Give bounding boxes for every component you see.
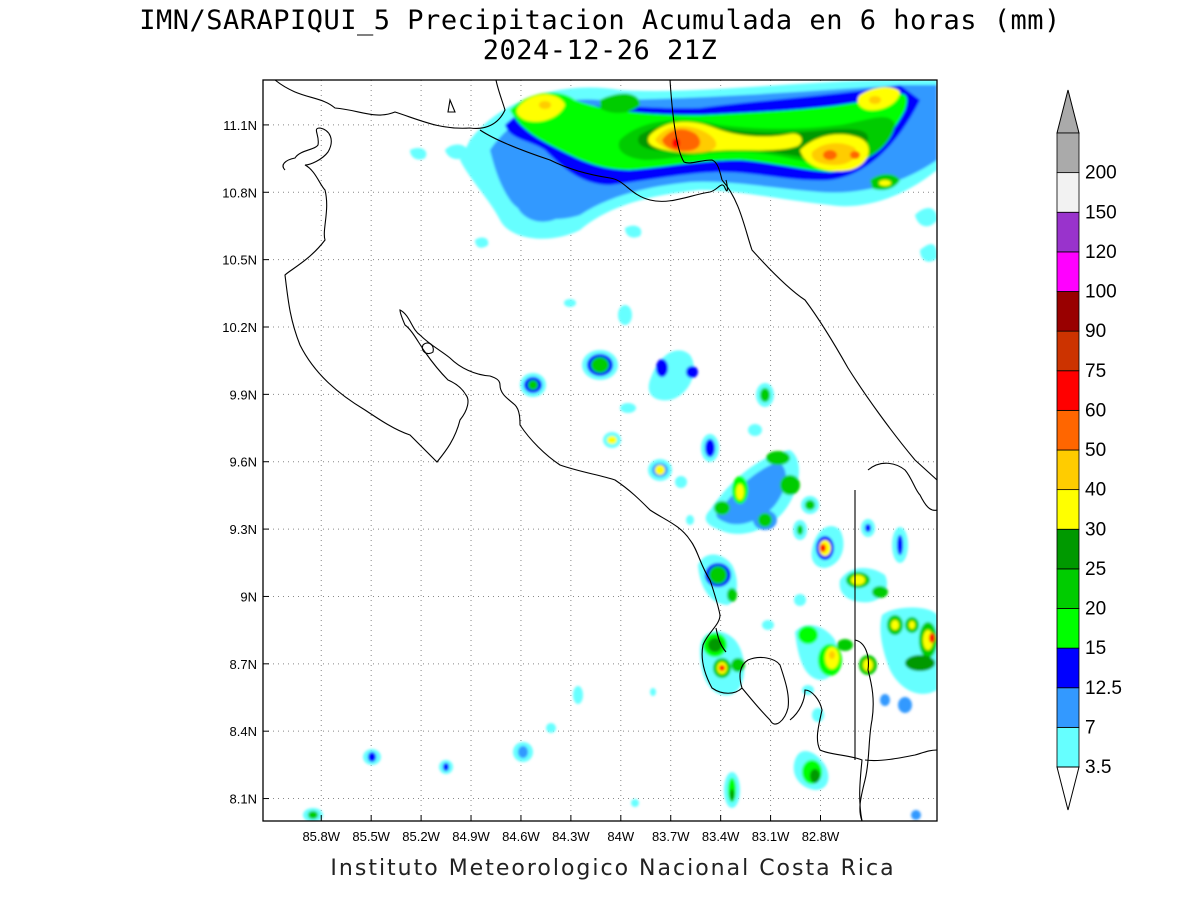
colorbar-segment (1056, 291, 1080, 332)
x-tick-label: 85.2W (402, 829, 440, 844)
x-tick-label: 83.4W (702, 829, 740, 844)
x-tick-label: 82.8W (802, 829, 840, 844)
colorbar-segment (1056, 687, 1080, 728)
map-title: IMN/SARAPIQUI_5 Precipitacion Acumulada … (139, 5, 1061, 36)
coastlines-borders (274, 80, 937, 821)
plot-frame (262, 79, 938, 822)
osa-peninsula (739, 656, 789, 725)
colorbar-segment (1056, 449, 1080, 491)
colorbar-segment (1056, 370, 1080, 411)
colorbar-label: 90 (1085, 321, 1106, 342)
colorbar-segment (1056, 409, 1080, 451)
precip-band-north (410, 80, 937, 262)
colorbar-segment (1056, 489, 1080, 530)
y-axis: 11.1N 10.8N 10.5N 10.2N 9.9N 9.6N 9.3N 9N 8.7N 8.… (222, 118, 269, 807)
panama-border (854, 490, 874, 821)
x-axis: 85.8W 85.5W 85.2W 84.9W 84.6W 84.3W 84W 83.7W 83… (302, 815, 840, 844)
colorbar-label: 12.5 (1085, 678, 1122, 699)
colorbar-label: 20 (1085, 599, 1106, 620)
lake-outline (447, 98, 456, 113)
x-tick-label: 83.7W (652, 829, 690, 844)
colorbar-underflow-arrow (1056, 766, 1080, 811)
y-tick-label: 9.3N (230, 522, 257, 537)
y-tick-label: 8.1N (230, 792, 257, 807)
nicaragua-border (274, 80, 506, 129)
colorbar-label: 150 (1085, 202, 1117, 223)
nicaragua-border-east (479, 129, 728, 202)
pacific-isle (715, 627, 727, 653)
colorbar-segment (1056, 568, 1080, 609)
colorbar-segment (1056, 172, 1080, 213)
gridlines (263, 80, 937, 821)
lake-shore (669, 80, 723, 181)
colorbar-segment (1056, 726, 1080, 768)
colorbar-label: 25 (1085, 559, 1106, 580)
y-tick-label: 10.5N (222, 253, 257, 268)
panama-coast (864, 462, 937, 762)
y-tick-label: 10.8N (222, 185, 257, 200)
colorbar-segment (1056, 647, 1080, 689)
colorbar-label: 100 (1085, 282, 1117, 303)
colorbar-segment (1056, 132, 1080, 174)
x-tick-label: 85.5W (352, 829, 390, 844)
x-tick-label: 84.3W (552, 829, 590, 844)
colorbar: 3.5 7 12.5 15 20 25 30 40 50 60 75 90 100 120 150 200 (1056, 89, 1122, 811)
x-tick-label: 85.8W (302, 829, 340, 844)
colorbar-label: 50 (1085, 440, 1106, 461)
precip-cells-central (520, 299, 908, 603)
colorbar-label: 200 (1085, 163, 1117, 184)
colorbar-label: 75 (1085, 361, 1106, 382)
pacific-coast (282, 127, 743, 694)
precipitation-field (303, 80, 937, 821)
footer-credit: Instituto Meteorologico Nacional Costa R… (330, 856, 896, 881)
island-outline (421, 342, 434, 355)
colorbar-label: 60 (1085, 400, 1106, 421)
caribbean-coast (721, 179, 937, 481)
colorbar-label: 30 (1085, 519, 1106, 540)
colorbar-overflow-arrow (1056, 89, 1080, 134)
y-tick-label: 8.4N (230, 724, 257, 739)
y-tick-label: 9.9N (230, 387, 257, 402)
y-tick-label: 10.2N (222, 320, 257, 335)
colorbar-label: 40 (1085, 480, 1106, 501)
colorbar-segment (1056, 251, 1080, 292)
x-tick-label: 84.9W (452, 829, 490, 844)
x-tick-label: 84.6W (502, 829, 540, 844)
y-tick-label: 9N (240, 589, 257, 604)
precip-cells-south (303, 476, 937, 821)
colorbar-segment (1056, 211, 1080, 253)
golfo-dulce (789, 689, 863, 821)
colorbar-segment (1056, 528, 1080, 570)
colorbar-label: 120 (1085, 242, 1117, 263)
colorbar-label: 15 (1085, 638, 1106, 659)
x-tick-label: 84W (607, 829, 634, 844)
x-tick-label: 83.1W (752, 829, 790, 844)
colorbar-label: 7 (1085, 717, 1096, 738)
y-tick-label: 9.6N (230, 455, 257, 470)
colorbar-label: 3.5 (1085, 757, 1111, 778)
y-tick-label: 11.1N (223, 118, 257, 133)
map-subtitle: 2024-12-26 21Z (482, 35, 718, 66)
colorbar-segment (1056, 330, 1080, 372)
y-tick-label: 8.7N (230, 657, 257, 672)
colorbar-segment (1056, 608, 1080, 649)
